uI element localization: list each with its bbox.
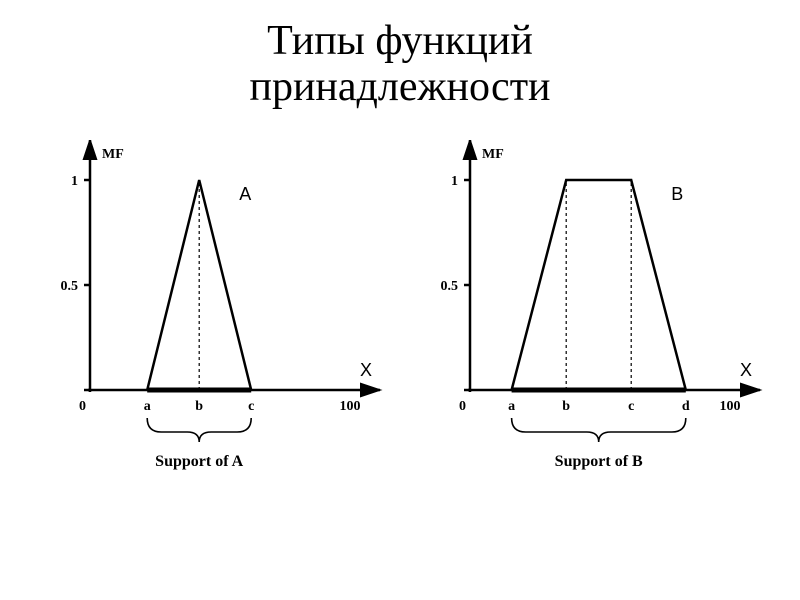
membership-curve <box>512 180 686 390</box>
x-param-label: b <box>195 399 203 414</box>
charts-container: 0.5 1 0 100 a b c MF X A Support of A 0.5 1 0 100 a b c d… <box>0 140 800 570</box>
x-axis-label: X <box>360 360 372 380</box>
chart-a: 0.5 1 0 100 a b c MF X A Support of A <box>30 140 390 500</box>
x-param-label: b <box>562 399 570 414</box>
page-title: Типы функций принадлежности <box>0 0 800 110</box>
x-max-label: 100 <box>340 399 361 414</box>
y-tick-label: 0.5 <box>441 279 459 294</box>
title-line-2: принадлежности <box>249 64 550 110</box>
chart-a-svg: 0.5 1 0 100 a b c MF X A Support of A <box>30 140 390 500</box>
support-label: Support of B <box>555 453 643 470</box>
set-label: A <box>239 184 251 204</box>
x-axis-label: X <box>740 360 752 380</box>
x-param-label: a <box>508 399 515 414</box>
x-param-label: d <box>682 399 690 414</box>
y-tick-label: 0.5 <box>61 279 79 294</box>
y-tick-label: 1 <box>451 174 458 189</box>
title-line-1: Типы функций <box>267 18 533 64</box>
support-label: Support of A <box>155 453 243 470</box>
x-param-label: c <box>248 399 254 414</box>
origin-label: 0 <box>79 399 86 414</box>
origin-label: 0 <box>459 399 466 414</box>
support-brace <box>147 418 251 442</box>
y-axis-label: MF <box>102 147 124 162</box>
chart-b: 0.5 1 0 100 a b c d MF X B Support of B <box>410 140 770 500</box>
x-param-label: c <box>628 399 634 414</box>
chart-b-svg: 0.5 1 0 100 a b c d MF X B Support of B <box>410 140 770 500</box>
x-param-label: a <box>144 399 151 414</box>
y-axis-label: MF <box>482 147 504 162</box>
support-brace <box>512 418 686 442</box>
x-max-label: 100 <box>720 399 741 414</box>
set-label: B <box>671 184 683 204</box>
y-tick-label: 1 <box>71 174 78 189</box>
